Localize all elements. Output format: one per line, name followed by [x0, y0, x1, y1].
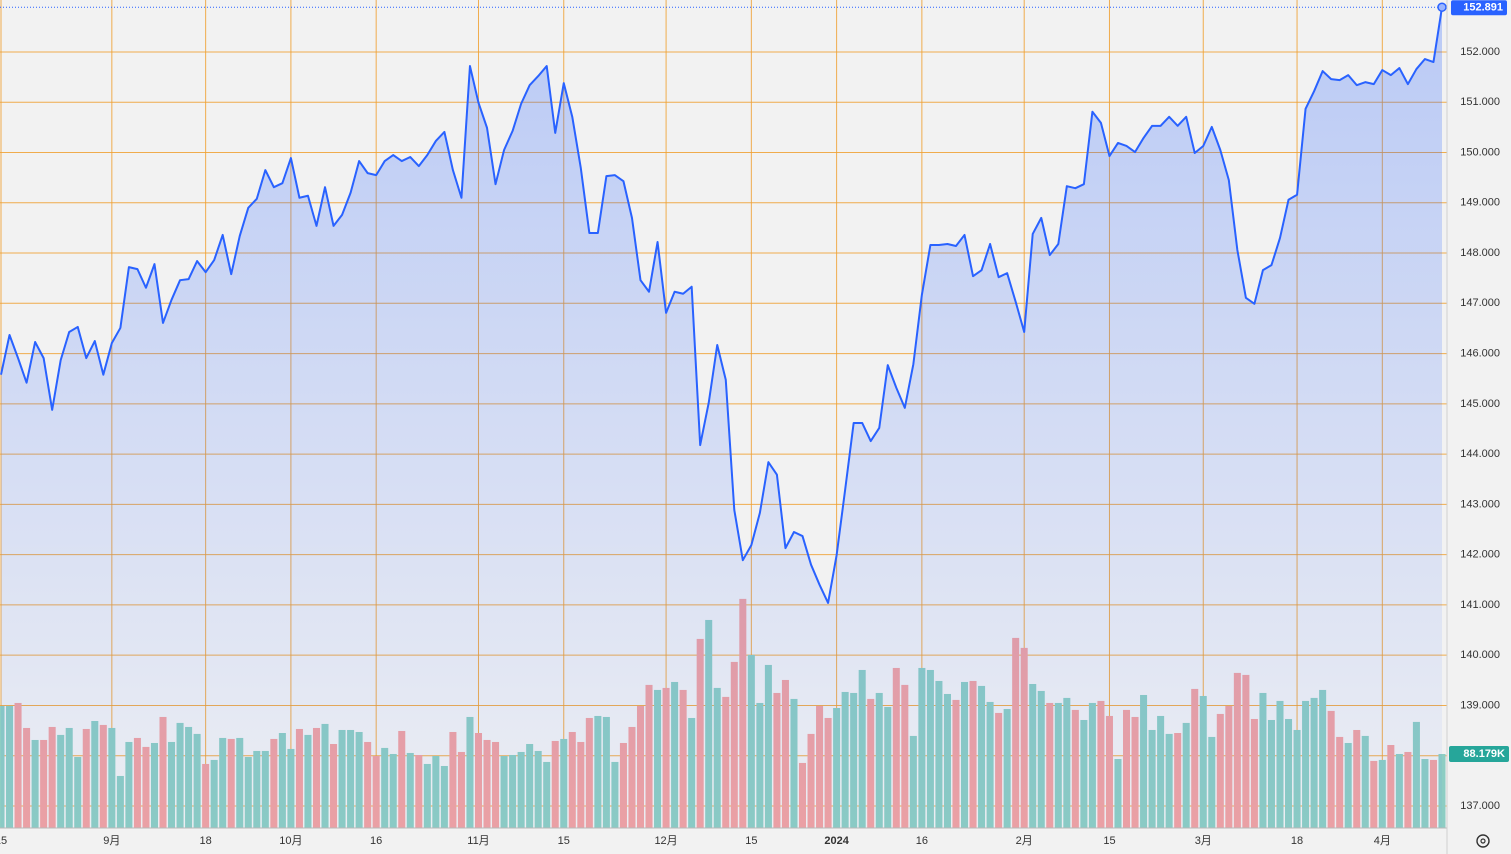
settings-icon-center[interactable] — [1480, 838, 1486, 844]
y-tick-label: 146.000 — [1460, 347, 1500, 359]
y-tick-label: 150.000 — [1460, 146, 1500, 158]
y-tick-label: 140.000 — [1460, 649, 1500, 661]
x-tick-label: 10月 — [279, 835, 302, 847]
y-tick-label: 141.000 — [1460, 599, 1500, 611]
settings-icon[interactable] — [1476, 834, 1490, 848]
y-tick-label: 142.000 — [1460, 549, 1500, 561]
settings-button[interactable] — [1476, 834, 1490, 848]
volume-last-box — [1449, 745, 1509, 762]
y-tick-label: 151.000 — [1460, 96, 1500, 108]
x-tick-label: 16 — [370, 835, 382, 847]
last-point — [1437, 2, 1447, 12]
y-tick-label: 147.000 — [1460, 297, 1500, 309]
y-tick-label: 144.000 — [1460, 448, 1500, 460]
x-tick-label: 2月 — [1016, 835, 1033, 847]
volume-last-label: 88.179K — [1463, 748, 1505, 760]
y-tick-label: 145.000 — [1460, 398, 1500, 410]
x-tick-label: 16 — [916, 835, 928, 847]
x-tick-label: 15 — [1103, 835, 1115, 847]
price-line — [0, 7, 1443, 604]
y-tick-label: 143.000 — [1460, 498, 1500, 510]
y-tick-label: 137.000 — [1460, 800, 1500, 812]
x-tick-label: 15 — [745, 835, 757, 847]
x-tick-label: 3月 — [1195, 835, 1212, 847]
last-price-label: 152.891 — [1463, 2, 1503, 14]
y-tick-label: 152.000 — [1460, 46, 1500, 58]
x-tick-label: 9月 — [103, 835, 120, 847]
x-tick-label: 11月 — [467, 835, 489, 847]
x-tick-label: 15 — [0, 835, 7, 847]
x-tick-label: 15 — [558, 835, 570, 847]
x-tick-label: 2024 — [824, 835, 849, 847]
price-series — [0, 2, 1447, 828]
y-tick-label: 139.000 — [1460, 699, 1500, 711]
last-price-box — [1451, 0, 1507, 16]
x-tick-label: 18 — [1291, 835, 1303, 847]
x-tick-label: 4月 — [1374, 835, 1391, 847]
y-tick-label: 149.000 — [1460, 197, 1500, 209]
y-tick-label: 148.000 — [1460, 247, 1500, 259]
price-area — [1, 7, 1442, 828]
x-tick-label: 12月 — [654, 835, 677, 847]
x-tick-label: 18 — [200, 835, 212, 847]
